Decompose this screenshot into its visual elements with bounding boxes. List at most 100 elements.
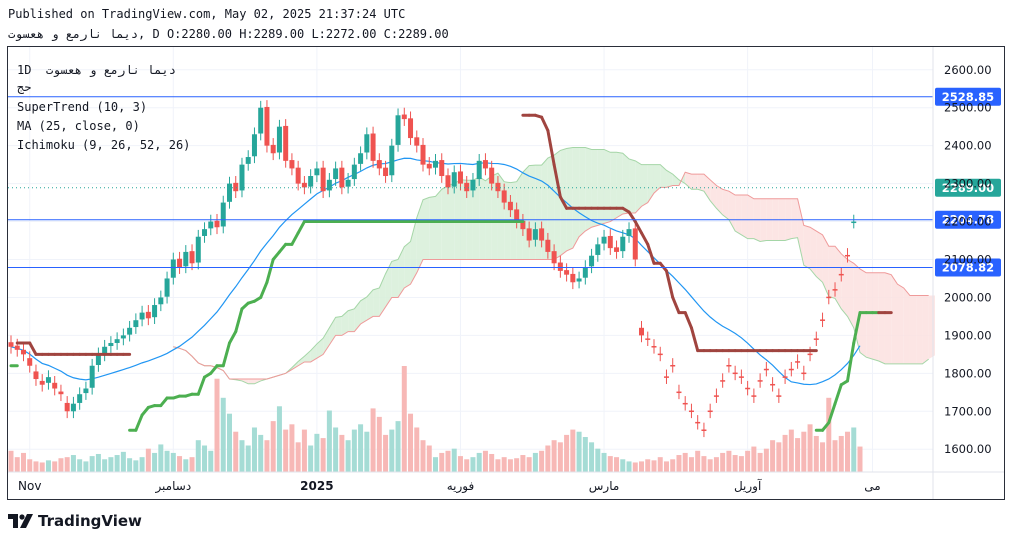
candle bbox=[420, 138, 426, 172]
volume-bar bbox=[83, 461, 89, 472]
candle bbox=[433, 154, 438, 175]
candle-body bbox=[8, 342, 14, 347]
volume-bar bbox=[695, 450, 701, 472]
candle bbox=[202, 222, 208, 243]
cloud-segment bbox=[710, 179, 717, 209]
candle-body bbox=[208, 221, 214, 229]
candle-body bbox=[426, 163, 432, 169]
volume-bar bbox=[607, 456, 613, 472]
volume-bar bbox=[701, 456, 707, 472]
candle-body bbox=[120, 335, 126, 339]
candle bbox=[158, 290, 164, 312]
candle-body bbox=[489, 167, 495, 184]
candle-body bbox=[738, 376, 744, 378]
y-tick-label: 2200.00 bbox=[944, 215, 992, 229]
volume-bar bbox=[189, 457, 195, 472]
candle bbox=[701, 422, 707, 438]
candle bbox=[33, 364, 39, 386]
candle bbox=[395, 108, 401, 152]
cloud-segment bbox=[916, 295, 923, 364]
candle bbox=[482, 153, 488, 176]
cloud-segment bbox=[747, 194, 754, 239]
candle-body bbox=[801, 372, 807, 375]
candle-body bbox=[688, 410, 694, 413]
supertrend-segment bbox=[640, 231, 650, 246]
candle bbox=[564, 263, 570, 282]
candle-body bbox=[395, 115, 401, 145]
volume-bar bbox=[295, 442, 301, 472]
candle-body bbox=[820, 319, 826, 321]
supertrend-segment bbox=[140, 405, 150, 417]
volume-bar bbox=[364, 431, 370, 472]
tradingview-brand[interactable]: TradingView bbox=[8, 512, 142, 530]
candle-body bbox=[351, 164, 357, 180]
cloud-segment bbox=[703, 174, 711, 201]
y-tick-label: 1600.00 bbox=[944, 442, 992, 456]
candle bbox=[95, 347, 101, 372]
candle bbox=[582, 260, 588, 285]
candle-body bbox=[607, 235, 613, 249]
candle-body bbox=[264, 106, 270, 146]
cloud-segment bbox=[491, 173, 498, 260]
x-tick-label: مارس bbox=[589, 479, 620, 494]
volume-bar bbox=[720, 452, 726, 472]
candle-body bbox=[339, 167, 345, 188]
volume-bar bbox=[120, 451, 126, 472]
volume-bar bbox=[595, 448, 601, 472]
price-lines: 2528.85 2204.78 2078.82 2289.00 bbox=[8, 87, 1001, 277]
cloud-segment bbox=[248, 379, 255, 384]
cloud-segment bbox=[741, 194, 748, 239]
candle-body bbox=[707, 410, 713, 413]
last-price-label-bg bbox=[935, 178, 1001, 197]
candle bbox=[826, 289, 832, 305]
volume-bar bbox=[314, 433, 320, 472]
candle-body bbox=[114, 339, 120, 343]
time-axis[interactable]: Nov دسامبر 2025 فوریه مارس آوریل می bbox=[18, 478, 881, 494]
supertrend-segment bbox=[221, 341, 231, 368]
price-axis[interactable]: 1600.00 1700.00 1800.00 1900.00 2000.00 2100.… bbox=[8, 47, 1004, 499]
y-tick-label: 1900.00 bbox=[944, 328, 992, 342]
candle bbox=[539, 221, 545, 248]
price-chart[interactable]: 2528.85 2204.78 2078.82 2289.00 1600.00 1700… bbox=[8, 47, 1004, 499]
candle bbox=[276, 119, 282, 160]
candle bbox=[414, 130, 420, 153]
tradingview-logo-icon bbox=[8, 514, 33, 528]
volume-bar bbox=[645, 459, 651, 472]
candle bbox=[526, 221, 532, 248]
candle bbox=[620, 229, 626, 258]
volume-bar bbox=[601, 452, 607, 472]
legend-ichimoku[interactable]: Ichimoku (9, 26, 52, 26) bbox=[17, 138, 191, 152]
candle-body bbox=[170, 259, 176, 278]
volume-bar bbox=[670, 459, 676, 472]
candle bbox=[820, 312, 826, 328]
cloud-segment bbox=[622, 153, 630, 214]
cloud-segment bbox=[822, 234, 829, 297]
candle-body bbox=[64, 402, 70, 412]
legend-ma[interactable]: MA (25, close, 0) bbox=[17, 119, 140, 133]
candle bbox=[289, 153, 295, 176]
volume-bar bbox=[276, 406, 282, 472]
candle bbox=[89, 358, 95, 395]
candle bbox=[264, 100, 270, 153]
cloud-segment bbox=[316, 338, 324, 359]
candle bbox=[439, 153, 445, 183]
candle bbox=[738, 369, 744, 384]
cloud-segment bbox=[385, 261, 392, 307]
cloud-segment bbox=[878, 272, 885, 364]
volume-bar bbox=[376, 416, 382, 472]
volume-bar bbox=[832, 440, 838, 472]
volume-bar bbox=[102, 459, 108, 472]
candle-body bbox=[251, 134, 257, 157]
candle-body bbox=[202, 229, 208, 236]
candle bbox=[333, 161, 339, 186]
volume-bar bbox=[763, 448, 769, 472]
supertrend-segment bbox=[196, 375, 207, 396]
legend-supertrend[interactable]: SuperTrend (10, 3) bbox=[17, 100, 148, 114]
cloud-segment bbox=[485, 176, 492, 260]
volume-bar bbox=[464, 459, 470, 472]
volume-bar bbox=[570, 429, 576, 472]
candle-body bbox=[326, 179, 332, 191]
candle bbox=[445, 168, 451, 195]
volume-bar bbox=[489, 453, 495, 472]
candle bbox=[114, 332, 120, 350]
